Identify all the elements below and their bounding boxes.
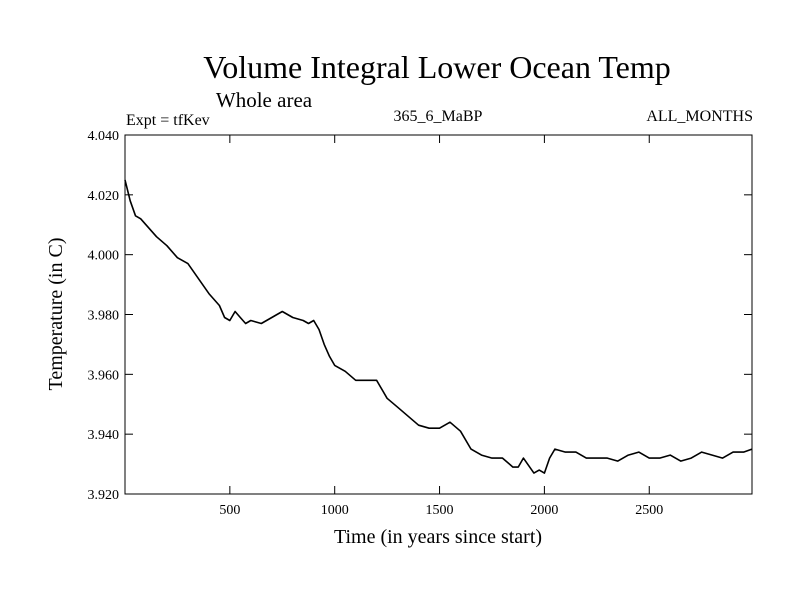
x-tick-label: 500 bbox=[219, 503, 240, 518]
run-id-label: 365_6_MaBP bbox=[394, 108, 483, 125]
y-tick-label: 4.000 bbox=[88, 249, 120, 264]
months-label: ALL_MONTHS bbox=[646, 108, 753, 125]
x-tick-label: 2500 bbox=[635, 503, 663, 518]
y-axis-label: Temperature (in C) bbox=[45, 238, 67, 391]
x-tick-label: 1500 bbox=[426, 503, 454, 518]
y-tick-label: 3.980 bbox=[88, 309, 120, 324]
temperature-series-line bbox=[124, 179, 753, 474]
expt-label: Expt = tfKev bbox=[126, 112, 210, 129]
chart-title: Volume Integral Lower Ocean Temp bbox=[203, 49, 671, 85]
y-axis-ticks: 3.920 3.940 3.960 3.980 4.000 4.020 4.040 bbox=[88, 129, 752, 503]
y-tick-label: 3.920 bbox=[88, 488, 120, 503]
x-axis-ticks: 500 1000 1500 2000 2500 bbox=[219, 135, 663, 518]
series-layer bbox=[124, 179, 753, 474]
chart-subtitle: Whole area bbox=[216, 88, 313, 112]
plot-frame bbox=[124, 134, 753, 495]
x-tick-label: 2000 bbox=[530, 503, 558, 518]
y-tick-label: 3.940 bbox=[88, 428, 120, 443]
y-tick-label: 3.960 bbox=[88, 368, 120, 383]
y-tick-label: 4.040 bbox=[88, 129, 120, 144]
x-axis-label: Time (in years since start) bbox=[334, 526, 542, 548]
y-tick-label: 4.020 bbox=[88, 189, 120, 204]
x-tick-label: 1000 bbox=[321, 503, 349, 518]
